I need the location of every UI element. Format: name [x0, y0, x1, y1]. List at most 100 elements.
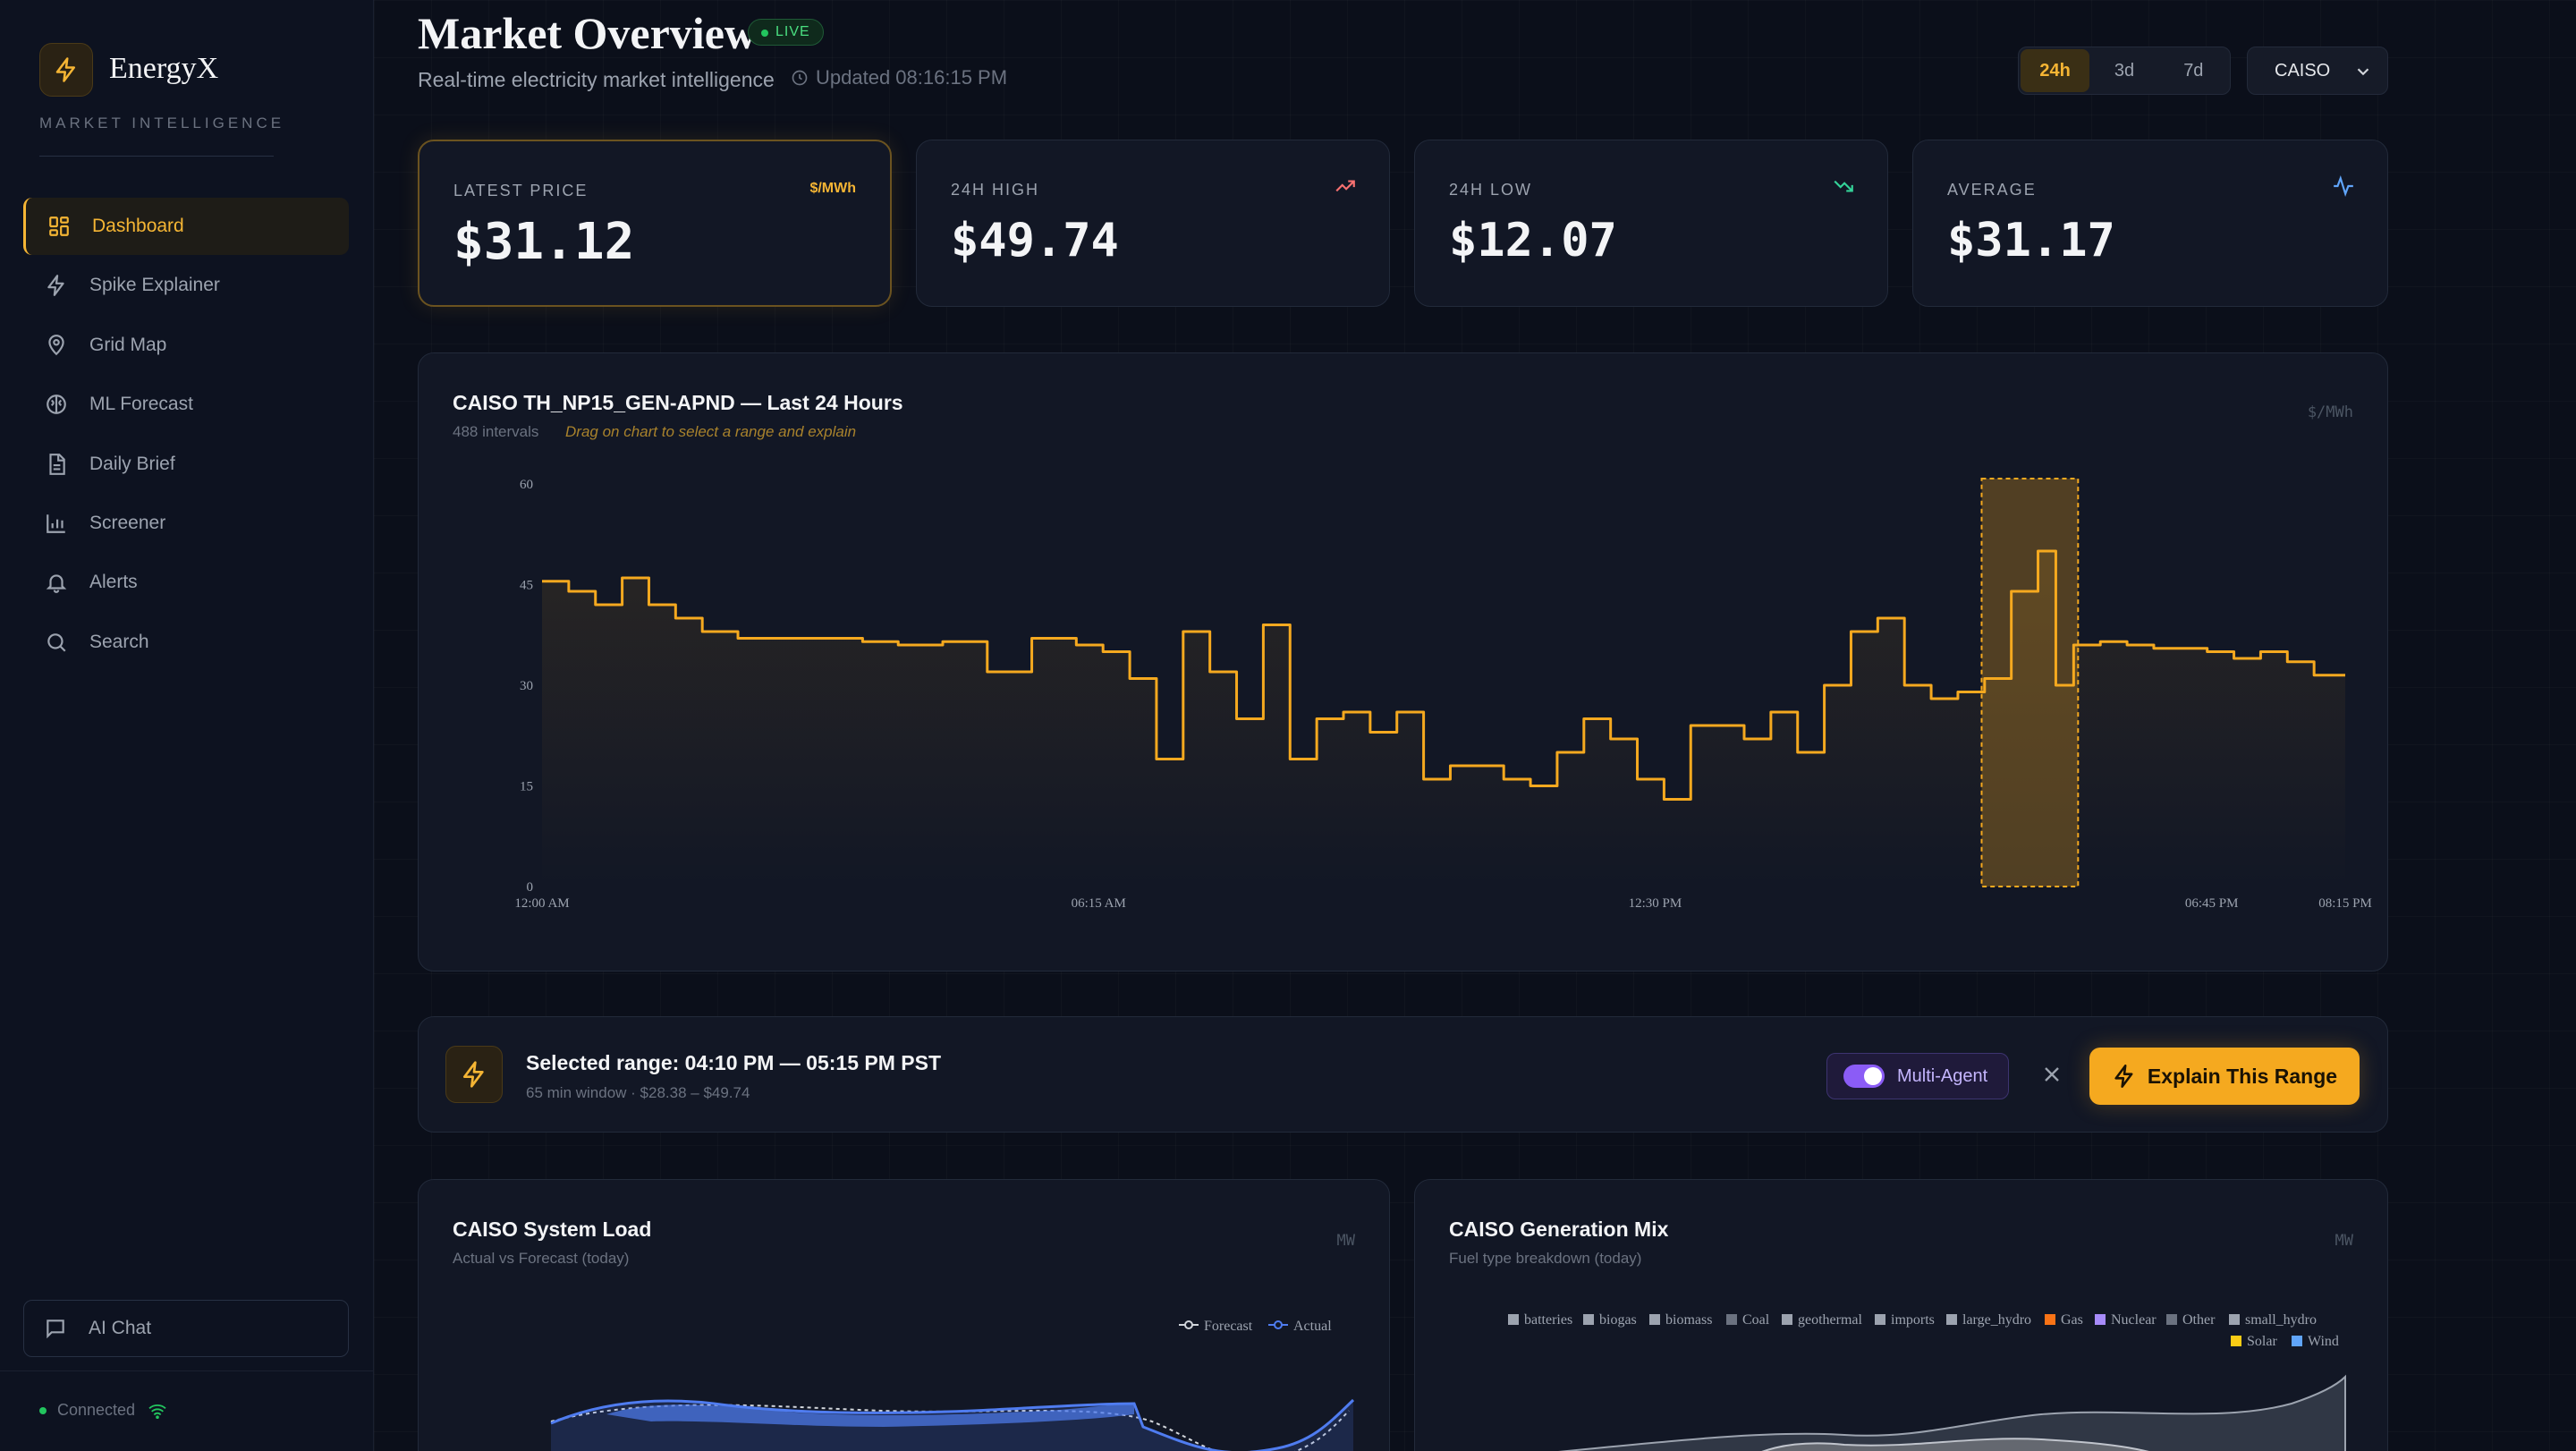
mix-card-title: CAISO Generation Mix [1449, 1218, 1669, 1241]
clock-icon [791, 69, 809, 87]
sidebar-item-screener[interactable]: Screener [23, 495, 349, 552]
status-dot [39, 1406, 47, 1414]
sidebar-item-label: Search [89, 631, 149, 652]
sidebar-item-alerts[interactable]: Alerts [23, 554, 349, 611]
load-legend-forecast-label: Forecast [1204, 1319, 1253, 1334]
app-tagline: MARKET INTELLIGENCE [39, 115, 285, 132]
load-card-title: CAISO System Load [453, 1218, 652, 1241]
logo-icon [39, 43, 93, 97]
mix-legend-label: imports [1891, 1312, 1935, 1328]
price-chart-plot[interactable]: 0 15 30 45 60 12:00 AM 06:15 AM 12:30 PM 06:45 P… [419, 353, 2389, 972]
sidebar-footer-divider [0, 1370, 374, 1371]
app-name: EnergyX [109, 52, 219, 85]
map-pin-icon [43, 332, 70, 359]
search-icon [43, 629, 70, 656]
chart-hint: Drag on chart to select a range and expl… [565, 423, 857, 440]
system-load-card: CAISO System Load Actual vs Forecast (to… [418, 1179, 1390, 1451]
ai-chat-button[interactable]: AI Chat [23, 1300, 349, 1357]
mix-legend-wind: Wind [2292, 1334, 2339, 1349]
sidebar-item-search[interactable]: Search [23, 614, 349, 671]
live-badge: LIVE [748, 19, 824, 46]
mix-card-unit: MW [2334, 1232, 2353, 1250]
trending-down-icon [1832, 174, 1855, 202]
selection-bar: Selected range: 04:10 PM — 05:15 PM PST … [418, 1016, 2388, 1133]
multi-agent-toggle[interactable]: Multi-Agent [1826, 1053, 2009, 1099]
bolt-icon [43, 272, 70, 299]
sidebar-item-label: Daily Brief [89, 453, 175, 474]
stat-card-latest-price: LATEST PRICE $/MWh $31.12 [418, 140, 892, 307]
load-actual-band [606, 1404, 1134, 1427]
chart-title: CAISO TH_NP15_GEN-APND — Last 24 Hours [453, 391, 903, 414]
sidebar-divider [39, 156, 274, 157]
bolt-icon [445, 1046, 503, 1103]
stat-label: AVERAGE [1947, 181, 2037, 199]
explain-range-button[interactable]: Explain This Range [2089, 1048, 2360, 1105]
updated-label: Updated 08:16:15 PM [816, 66, 1008, 89]
price-area [542, 551, 2345, 887]
sidebar-item-spike-explainer[interactable]: Spike Explainer [23, 257, 349, 314]
stat-unit: $/MWh [809, 181, 856, 196]
mix-legend-batteries: batteries [1508, 1312, 1572, 1328]
mix-legend-label: Coal [1742, 1312, 1770, 1328]
mix-area-back [1557, 1374, 2346, 1451]
tab-7d[interactable]: 7d [2183, 60, 2204, 81]
bar-chart-icon [43, 510, 70, 537]
close-icon[interactable] [2039, 1062, 2064, 1091]
page-title: Market Overview [418, 8, 758, 58]
load-card-subtitle: Actual vs Forecast (today) [453, 1250, 630, 1267]
mix-legend-large-hydro: large_hydro [1946, 1312, 2031, 1328]
wifi-icon [148, 1403, 167, 1419]
selection-detail: 65 min window · $28.38 – $49.74 [526, 1084, 750, 1101]
stat-value: $31.12 [453, 213, 635, 271]
system-load-chart: Forecast Actual [550, 1319, 1355, 1451]
mix-legend-solar: Solar [2231, 1334, 2277, 1349]
x-tick-label: 12:00 AM [514, 896, 569, 911]
time-range-tabs: 24h 3d 7d [2018, 47, 2231, 95]
bolt-icon [2112, 1064, 2137, 1089]
sidebar-item-label: ML Forecast [89, 394, 193, 415]
x-tick-label: 06:15 AM [1072, 896, 1126, 911]
mix-legend-label: Nuclear [2111, 1312, 2157, 1328]
brain-icon [43, 391, 70, 418]
page-subtitle: Real-time electricity market intelligenc… [418, 68, 775, 91]
generation-mix-card: CAISO Generation Mix Fuel type breakdown… [1414, 1179, 2388, 1451]
mix-legend-gas: Gas [2045, 1312, 2083, 1328]
document-icon [43, 451, 70, 478]
tab-3d[interactable]: 3d [2114, 60, 2135, 81]
mix-legend-imports: imports [1875, 1312, 1935, 1328]
mix-legend-label: geothermal [1798, 1312, 1863, 1328]
load-legend-actual-label: Actual [1293, 1319, 1332, 1334]
sidebar-item-label: Dashboard [92, 216, 184, 236]
mix-legend-geothermal: geothermal [1782, 1312, 1863, 1328]
toggle-switch[interactable] [1843, 1065, 1885, 1088]
x-tick-label: 08:15 PM [2318, 896, 2372, 911]
mix-legend-label: Wind [2308, 1334, 2339, 1349]
multi-agent-label: Multi-Agent [1897, 1065, 1988, 1086]
price-line [542, 549, 2345, 801]
sidebar-item-ml-forecast[interactable]: ML Forecast [23, 376, 349, 433]
bell-icon [43, 569, 70, 596]
stat-card-average: AVERAGE $31.17 [1912, 140, 2388, 307]
sidebar-item-dashboard[interactable]: Dashboard [23, 198, 349, 255]
stat-label: LATEST PRICE [453, 182, 589, 199]
x-tick-label: 06:45 PM [2185, 896, 2239, 911]
sidebar-item-label: Spike Explainer [89, 275, 220, 296]
mix-legend-other: Other [2166, 1312, 2216, 1328]
dashboard-icon [46, 213, 72, 240]
tab-24h[interactable]: 24h [2021, 49, 2090, 92]
market-select[interactable]: CAISO [2247, 47, 2388, 95]
stat-value: $12.07 [1449, 214, 1617, 267]
mix-legend-label: Solar [2247, 1334, 2277, 1349]
sidebar-item-daily-brief[interactable]: Daily Brief [23, 436, 349, 493]
mix-legend-label: large_hydro [1962, 1312, 2031, 1328]
sidebar-item-grid-map[interactable]: Grid Map [23, 317, 349, 374]
sidebar-item-label: Alerts [89, 572, 138, 593]
chart-unit: $/MWh [2307, 403, 2353, 421]
chat-icon [42, 1315, 69, 1342]
chevron-down-icon [2353, 62, 2373, 87]
y-tick-label: 45 [520, 579, 533, 593]
selection-range-rect[interactable] [1980, 478, 2080, 887]
generation-mix-chart: batteries biogas biomass Coal geothermal impo… [1508, 1312, 2346, 1451]
sidebar: EnergyX MARKET INTELLIGENCE Dashboard Sp… [0, 0, 374, 1451]
x-tick-label: 12:30 PM [1629, 896, 1682, 911]
